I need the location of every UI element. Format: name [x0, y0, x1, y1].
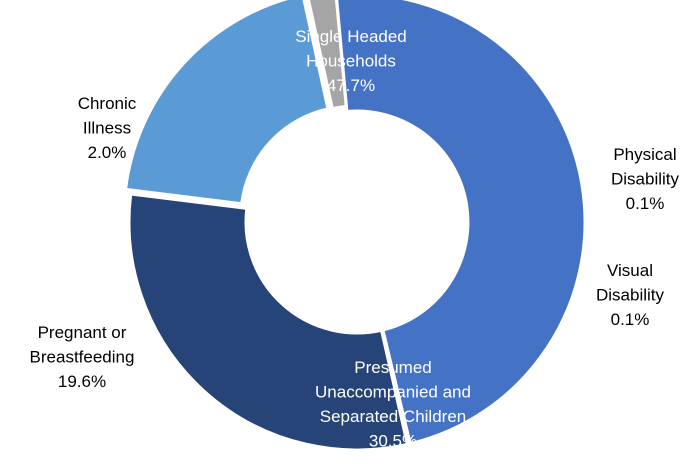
data-label-line: Presumed [354, 358, 431, 377]
slice-presumed-unaccompanied-and-separated-children [127, 192, 409, 452]
data-label-line: Unaccompanied and [315, 383, 471, 402]
data-label-line: Visual [607, 261, 653, 280]
data-label-line: Disability [596, 286, 665, 305]
data-label-line: Disability [611, 170, 680, 189]
data-label-line: Breastfeeding [30, 348, 135, 367]
data-label-physical-disability: Physical Disability 0.1% [611, 145, 680, 213]
data-label-line: Pregnant or [38, 323, 127, 342]
data-label-value: 30.5% [369, 432, 417, 451]
data-label-line: Illness [83, 119, 131, 138]
data-label-value: 0.1% [626, 194, 665, 213]
data-label-visual-disability: Visual Disability 0.1% [596, 261, 665, 329]
data-label-single-headed-households: Single Headed Households 47.7% [295, 27, 407, 95]
data-label-line: Households [306, 52, 396, 71]
data-label-presumed-unaccompanied-and-separated-children: Presumed Unaccompanied and Separated Child… [315, 358, 471, 451]
data-label-value: 0.1% [611, 310, 650, 329]
slice-pregnant-or-breastfeeding [124, 0, 330, 206]
data-label-line: Physical [613, 145, 676, 164]
data-label-line: Single Headed [295, 27, 407, 46]
data-label-line: Chronic [78, 94, 137, 113]
slices-layer [124, 0, 587, 452]
slice-single-headed-households [335, 0, 587, 446]
labels-layer: Single Headed Households 47.7% Physical Disa… [30, 27, 680, 451]
data-label-pregnant-or-breastfeeding: Pregnant or Breastfeeding 19.6% [30, 323, 135, 391]
data-label-value: 47.7% [327, 76, 375, 95]
data-label-line: Separated Children [320, 407, 466, 426]
data-label-chronic-illness: Chronic Illness 2.0% [78, 94, 137, 162]
data-label-value: 19.6% [58, 372, 106, 391]
slice-chronic-illness [306, 0, 348, 111]
data-label-value: 2.0% [88, 143, 127, 162]
